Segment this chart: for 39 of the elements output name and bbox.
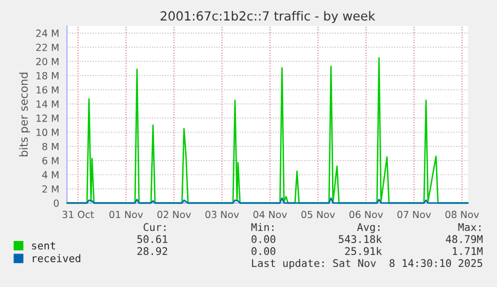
text: 1.71M: [452, 247, 483, 255]
y-tick-label: 2 M: [42, 185, 58, 193]
x-tick-label: 06 Nov: [349, 210, 383, 218]
x-tick-label: 05 Nov: [301, 210, 335, 218]
text: 0.00: [252, 247, 276, 256]
y-tick-label: 4 M: [42, 171, 58, 178]
legend-label: received: [32, 254, 80, 262]
y-tick-label: 16 M: [36, 86, 58, 94]
y-tick-label: 8 M: [42, 142, 58, 150]
chart-title: 2001:67c:1b2c::7 traffic - by week: [160, 10, 376, 24]
text: 50.61: [137, 235, 168, 244]
text: 543.18k: [338, 234, 382, 244]
text: 28.92: [137, 247, 168, 256]
legend-label: sent: [32, 242, 56, 250]
y-tick-label: 14 M: [36, 100, 58, 108]
text: 48.79M: [446, 235, 483, 244]
x-tick-label: 03 Nov: [205, 210, 239, 218]
y-tick-label: 22 M: [36, 44, 58, 51]
y-axis-title: bits per second: [19, 72, 30, 156]
y-tick-label: 10 M: [36, 128, 58, 136]
x-tick-label: 01 Nov: [109, 210, 143, 218]
text: 0.00: [252, 235, 276, 244]
y-tick-label: 0: [54, 199, 59, 207]
text: Cur:: [144, 223, 166, 232]
x-tick-label: 08 Nov: [445, 210, 479, 218]
x-tick-label: 07 Nov: [397, 210, 431, 218]
y-tick-label: 12 M: [36, 114, 58, 122]
x-tick-label: 31 Oct: [62, 210, 94, 218]
y-tick-label: 18 M: [36, 72, 58, 80]
text: 25.91k: [345, 246, 382, 256]
x-tick-label: 04 Nov: [253, 210, 287, 218]
y-tick-label: 20 M: [36, 58, 58, 66]
x-tick-label: 02 Nov: [157, 210, 191, 218]
y-tick-label: 6 M: [42, 157, 58, 164]
text: Max:: [458, 223, 480, 232]
text: Min:: [251, 222, 274, 231]
text: Last update: Sat Nov 8 14:30:10 2025: [252, 258, 482, 270]
text: Avg:: [357, 223, 380, 234]
y-tick-label: 24 M: [36, 30, 58, 37]
